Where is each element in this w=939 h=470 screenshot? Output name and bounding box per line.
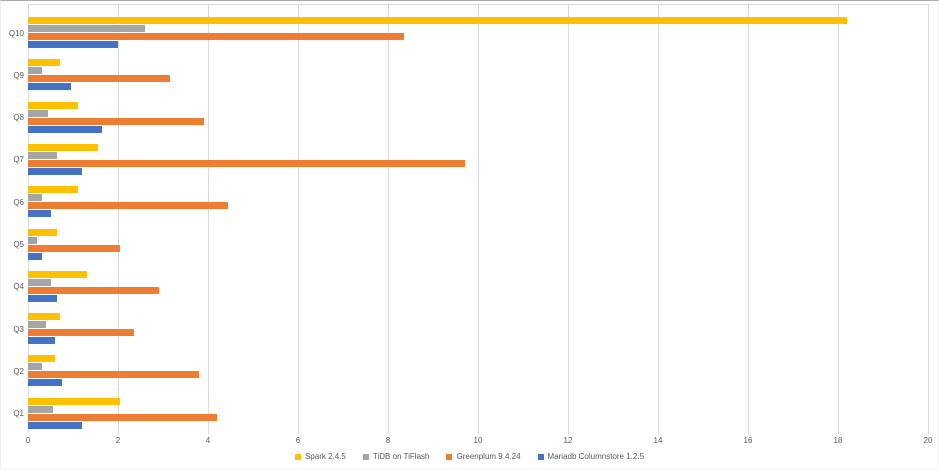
bar-q5-series-1 — [28, 228, 58, 236]
x-axis-tick-label: 8 — [385, 436, 391, 445]
bar-q2-series-1 — [28, 355, 55, 363]
bar-q4-series-1 — [28, 270, 87, 278]
bar-q5-series-3 — [28, 244, 121, 252]
legend-swatch-icon — [446, 453, 453, 460]
bar-q4-series-3 — [28, 286, 159, 294]
x-axis-tick-label: 0 — [25, 436, 31, 445]
legend-item-4: Mariadb Columnstore 1.2.5 — [537, 452, 645, 461]
bar-q8-series-2 — [28, 109, 49, 117]
legend-label: Mariadb Columnstore 1.2.5 — [547, 452, 645, 461]
bar-q8-series-3 — [28, 117, 204, 125]
category-label-q3: Q3 — [13, 324, 24, 334]
gridline-x-0 — [28, 4, 29, 434]
bar-q8-series-1 — [28, 101, 78, 109]
category-label-q10: Q10 — [8, 28, 24, 38]
category-label-q1: Q1 — [13, 409, 24, 419]
legend-label: Greenplum 9.4.24 — [456, 452, 521, 461]
category-label-q5: Q5 — [13, 240, 24, 249]
gridline-x-16 — [748, 4, 749, 434]
bar-q9-series-4 — [28, 83, 71, 91]
bar-q9-series-3 — [28, 75, 170, 83]
bar-q2-series-2 — [28, 363, 42, 371]
x-axis-tick-label: 6 — [295, 436, 301, 445]
legend: Spark 2.4.5 TiDB on TiFlash Greenplum 9.4.… — [1, 452, 938, 461]
category-label-q9: Q9 — [13, 70, 24, 80]
bar-q10-series-1 — [28, 17, 847, 24]
bar-q8-series-4 — [28, 125, 103, 133]
legend-swatch-icon — [294, 453, 301, 460]
bar-q4-series-2 — [28, 278, 51, 286]
category-label-q8: Q8 — [13, 113, 24, 123]
bar-q7-series-2 — [28, 151, 58, 159]
category-label-q6: Q6 — [13, 197, 24, 207]
x-axis-tick-label: 10 — [473, 436, 483, 445]
gridline-x-12 — [568, 4, 569, 434]
bar-q10-series-4 — [28, 41, 118, 48]
bar-q2-series-4 — [28, 379, 62, 387]
bar-q3-series-3 — [28, 329, 134, 337]
gridline-x-20 — [928, 4, 929, 434]
x-axis-tick-label: 20 — [923, 436, 933, 445]
bar-q7-series-1 — [28, 143, 98, 151]
gridline-x-14 — [658, 4, 659, 434]
bar-q7-series-4 — [28, 167, 82, 175]
bar-q2-series-3 — [28, 371, 199, 379]
x-axis-tick-label: 18 — [833, 436, 843, 445]
x-axis-tick-label: 14 — [653, 436, 663, 445]
bar-q5-series-2 — [28, 236, 37, 244]
bar-q4-series-4 — [28, 294, 58, 302]
bar-q10-series-3 — [28, 33, 404, 40]
bar-q6-series-2 — [28, 194, 42, 202]
gridline-x-2 — [118, 4, 119, 434]
bar-q1-series-4 — [28, 421, 82, 429]
x-axis-tick-label: 4 — [205, 436, 211, 445]
legend-swatch-icon — [362, 453, 369, 460]
bar-q1-series-3 — [28, 413, 217, 421]
bar-q9-series-2 — [28, 67, 42, 75]
bar-q6-series-4 — [28, 210, 51, 218]
x-axis-tick-label: 2 — [115, 436, 121, 445]
legend-label: TiDB on TiFlash — [372, 452, 430, 461]
bar-q9-series-1 — [28, 59, 60, 67]
bar-q3-series-1 — [28, 313, 60, 321]
bar-q6-series-1 — [28, 186, 78, 194]
bar-q1-series-1 — [28, 397, 121, 405]
bar-q7-series-3 — [28, 159, 465, 167]
gridline-x-8 — [388, 4, 389, 434]
x-axis-tick-label: 16 — [743, 436, 753, 445]
gridline-x-6 — [298, 4, 299, 434]
bar-q5-series-4 — [28, 252, 42, 260]
gridline-x-10 — [478, 4, 479, 434]
bar-q6-series-3 — [28, 202, 229, 210]
gridline-x-4 — [208, 4, 209, 434]
bar-q10-series-2 — [28, 25, 145, 32]
legend-label: Spark 2.4.5 — [304, 452, 346, 461]
bar-q3-series-4 — [28, 337, 55, 345]
category-label-q2: Q2 — [13, 366, 24, 376]
bar-q1-series-2 — [28, 405, 53, 413]
legend-item-1: Spark 2.4.5 — [294, 452, 346, 461]
legend-item-2: TiDB on TiFlash — [362, 452, 430, 461]
x-axis-tick-label: 12 — [563, 436, 573, 445]
legend-item-3: Greenplum 9.4.24 — [446, 452, 521, 461]
category-label-q7: Q7 — [13, 155, 24, 165]
bar-q3-series-2 — [28, 321, 46, 329]
category-label-q4: Q4 — [13, 282, 24, 292]
gridline-x-18 — [838, 4, 839, 434]
legend-swatch-icon — [537, 453, 544, 460]
